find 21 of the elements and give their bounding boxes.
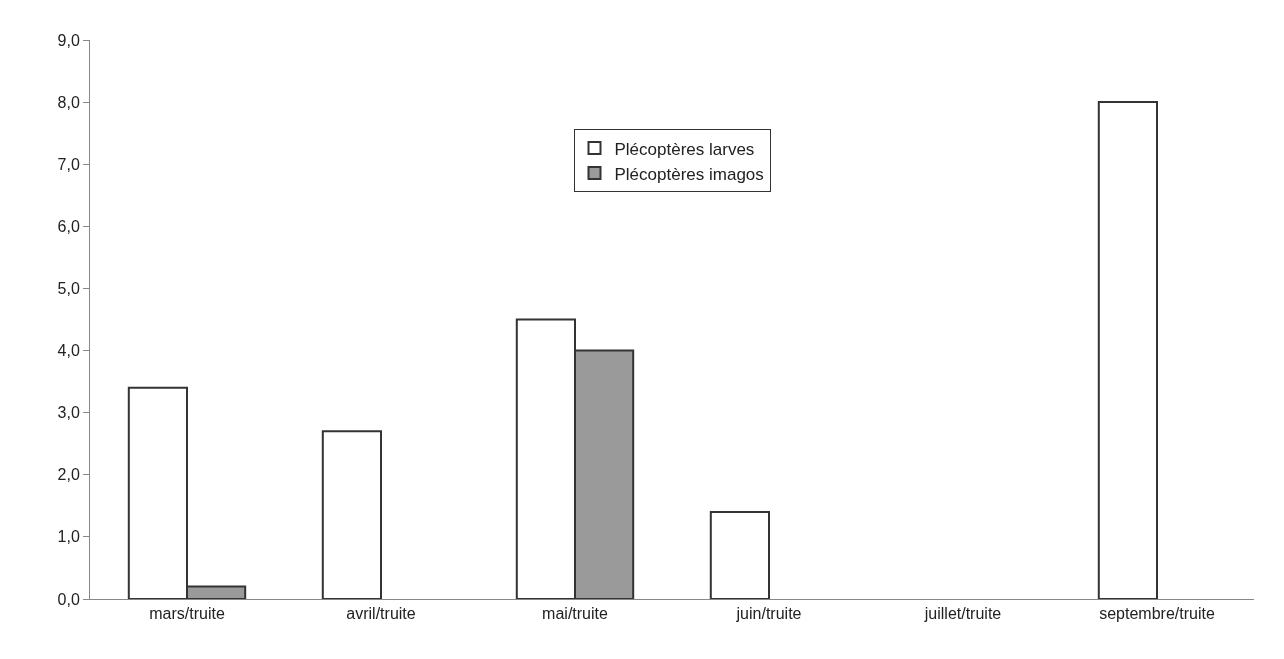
x-tick-label: mars/truite bbox=[149, 605, 225, 623]
y-tick-label: 1,0 bbox=[57, 528, 80, 546]
x-tick-label: avril/truite bbox=[346, 605, 416, 623]
y-tick-label: 7,0 bbox=[57, 155, 80, 173]
y-tick-label: 0,0 bbox=[57, 590, 80, 608]
legend-label: Plécoptères larves bbox=[614, 139, 755, 159]
bar bbox=[321, 430, 382, 599]
y-tick-label: 4,0 bbox=[57, 342, 80, 360]
y-tick-label: 9,0 bbox=[57, 31, 80, 49]
y-tick-label: 2,0 bbox=[57, 466, 80, 484]
x-tick-label: juillet/truite bbox=[923, 605, 1002, 623]
x-tick-label: mai/truite bbox=[542, 605, 608, 623]
y-tick-label: 8,0 bbox=[57, 93, 80, 111]
y-tick-label: 5,0 bbox=[57, 280, 80, 298]
bar bbox=[1097, 101, 1158, 599]
y-tick-label: 3,0 bbox=[57, 404, 80, 422]
bar bbox=[709, 511, 770, 599]
x-tick-label: septembre/truite bbox=[1099, 605, 1215, 623]
legend-label: Plécoptères imagos bbox=[614, 164, 764, 184]
y-tick-label: 6,0 bbox=[57, 217, 80, 235]
x-tick-label: juin/truite bbox=[735, 605, 802, 623]
